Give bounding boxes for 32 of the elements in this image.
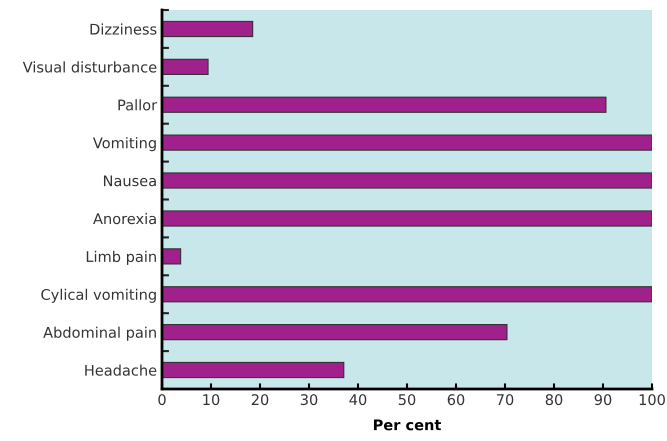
x-tick-label: 60 [448,394,464,406]
y-tick-label: Headache [85,364,156,376]
y-tick-label: Vomiting [92,137,156,152]
x-tick-label: 40 [349,394,366,406]
bar [162,20,254,38]
y-tick-label: Visual disturbance [22,61,156,73]
bar [162,134,652,151]
x-tick-label: 80 [546,394,562,406]
bar [162,324,508,340]
y-tick-label: Limb pain [86,250,156,265]
x-tick-label: 30 [300,394,318,406]
x-tick-label: 10 [203,394,220,406]
x-tick-label: 0 [158,394,166,406]
x-tick-label: 100 [640,394,665,406]
y-tick-label: Anorexia [93,212,156,224]
y-tick-label: Nausea [104,175,156,186]
bar [162,96,606,113]
bar [162,362,344,378]
bar [162,58,209,75]
x-tick-label: 70 [496,394,514,406]
x-tick-label: 50 [398,394,416,406]
x-axis-title: Per cent [374,420,442,430]
x-tick-label: 90 [594,394,612,406]
bar [162,286,652,302]
y-tick-label: Abdominal pain [43,326,156,341]
bar [162,248,182,264]
x-tick-label: 20 [252,394,268,406]
y-tick-label: Dizziness [90,23,156,35]
bar [162,210,652,227]
bar [162,172,652,189]
y-tick-label: Cylical vomiting [41,288,156,303]
y-tick-label: Pallor [118,99,158,110]
